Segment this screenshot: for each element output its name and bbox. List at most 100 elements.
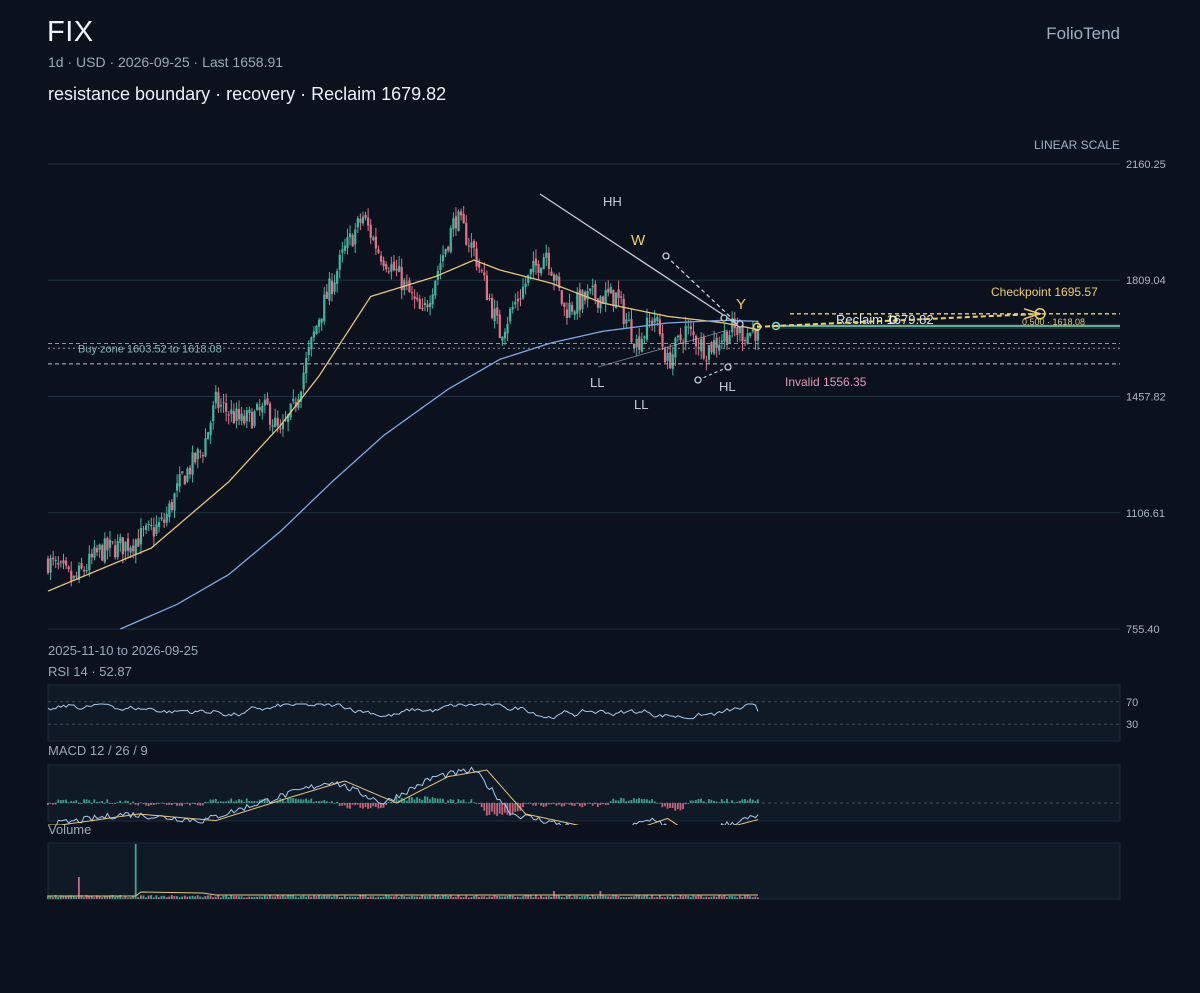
macd-histogram-bar [715,801,718,803]
candle-body [581,290,584,310]
macd-histogram-bar [129,803,132,805]
volume-bar [462,897,465,899]
checkpoint-label: Checkpoint 1695.57 [991,285,1098,299]
macd-histogram-bar [90,803,93,804]
volume-bar [129,897,132,899]
volume-bar [607,896,610,899]
volume-bar [59,895,62,899]
candle-body [129,547,132,553]
macd-histogram-bar [726,798,728,803]
volume-bar [589,896,591,899]
macd-histogram-bar [387,802,390,803]
candle-body [666,353,669,361]
volume-bar [346,897,349,899]
volume-bar [186,896,189,899]
volume-bar [178,897,181,899]
macd-histogram-bar [98,801,101,803]
candle-body [175,483,179,491]
candle-body [75,575,78,577]
macd-histogram-bar [201,803,204,806]
volume-bar [545,896,548,899]
projection-path [756,312,1041,328]
candle-body [751,329,754,332]
macd-histogram-bar [738,800,741,803]
candle-body [403,280,406,290]
volume-bar [336,895,338,899]
volume-bar [341,897,344,899]
volume-bar [658,895,661,899]
macd-histogram-bar [132,801,134,803]
candle-body [658,319,661,334]
candle-body [101,545,104,561]
candle-body [64,560,68,566]
pattern-upper-dashed [665,255,741,327]
candle-body [560,290,563,304]
macd-histogram-bar [511,803,514,814]
candle-body [413,296,416,299]
scale-mode-label[interactable]: LINEAR SCALE [1033,138,1120,152]
volume-bar [385,895,388,899]
candle-body [163,519,166,523]
macd-histogram-bar [666,803,669,809]
candle-body [320,318,323,323]
rsi-panel[interactable]: 70 30 [0,680,1200,745]
volume-bar [491,896,493,899]
volume-bar [219,897,222,899]
macd-histogram-bar [607,803,610,805]
macd-histogram-bar [150,803,153,806]
macd-histogram-bar [65,799,67,803]
macd-histogram-bar [532,803,535,806]
macd-panel[interactable] [0,760,1200,825]
volume-bar [98,896,101,899]
macd-histogram-bar [452,799,455,803]
candle-body [361,216,365,224]
candle-body [617,289,620,298]
macd-histogram-bar [139,802,142,804]
macd-histogram-bar [191,803,194,804]
candle-body [524,283,527,288]
volume-bar [757,897,759,899]
candle-body [49,557,52,573]
candle-body [429,302,432,308]
volume-bar [442,895,444,899]
macd-histogram-bar [434,798,437,803]
price-chart[interactable]: 2160.25 1809.04 1457.82 1106.61 755.40 Buy zo… [0,150,1200,640]
candle-body [462,213,465,224]
candle-body [343,245,347,251]
macd-histogram-bar [460,800,462,803]
volume-panel[interactable] [0,840,1200,902]
candle-body [170,501,174,511]
macd-histogram-bar [186,803,189,804]
candle-body [160,517,163,520]
volume-bar [692,895,695,899]
volume-bar [573,895,576,899]
candle-body [743,339,747,341]
macd-histogram-bar [300,799,302,803]
macd-histogram-bar [245,798,248,803]
volume-bar [88,896,91,899]
candle-body [196,449,199,460]
macd-histogram-bar [695,800,697,803]
volume-bar [232,896,235,899]
volume-bar [318,895,320,899]
candle-body [119,537,122,543]
candle-body [111,541,114,543]
moving-average-fast [47,259,759,592]
volume-bar [170,895,173,899]
volume-bar [426,896,429,899]
macd-histogram-bar [728,802,731,804]
macd-histogram-bar [596,803,599,807]
macd-histogram-bar [276,801,279,803]
pattern-pivot-marker [736,320,744,328]
volume-bar [473,895,475,899]
macd-histogram-bar [287,798,289,803]
candle-body [431,294,434,305]
volume-bar [238,896,240,899]
macd-histogram-bar [338,803,341,807]
macd-histogram-bar [152,803,155,806]
volume-bar [354,896,357,899]
pivot-label-ll: LL [590,375,604,390]
volume-bar [158,897,160,899]
y-tick-label: 1457.82 [1126,392,1166,404]
volume-bar [67,895,70,899]
